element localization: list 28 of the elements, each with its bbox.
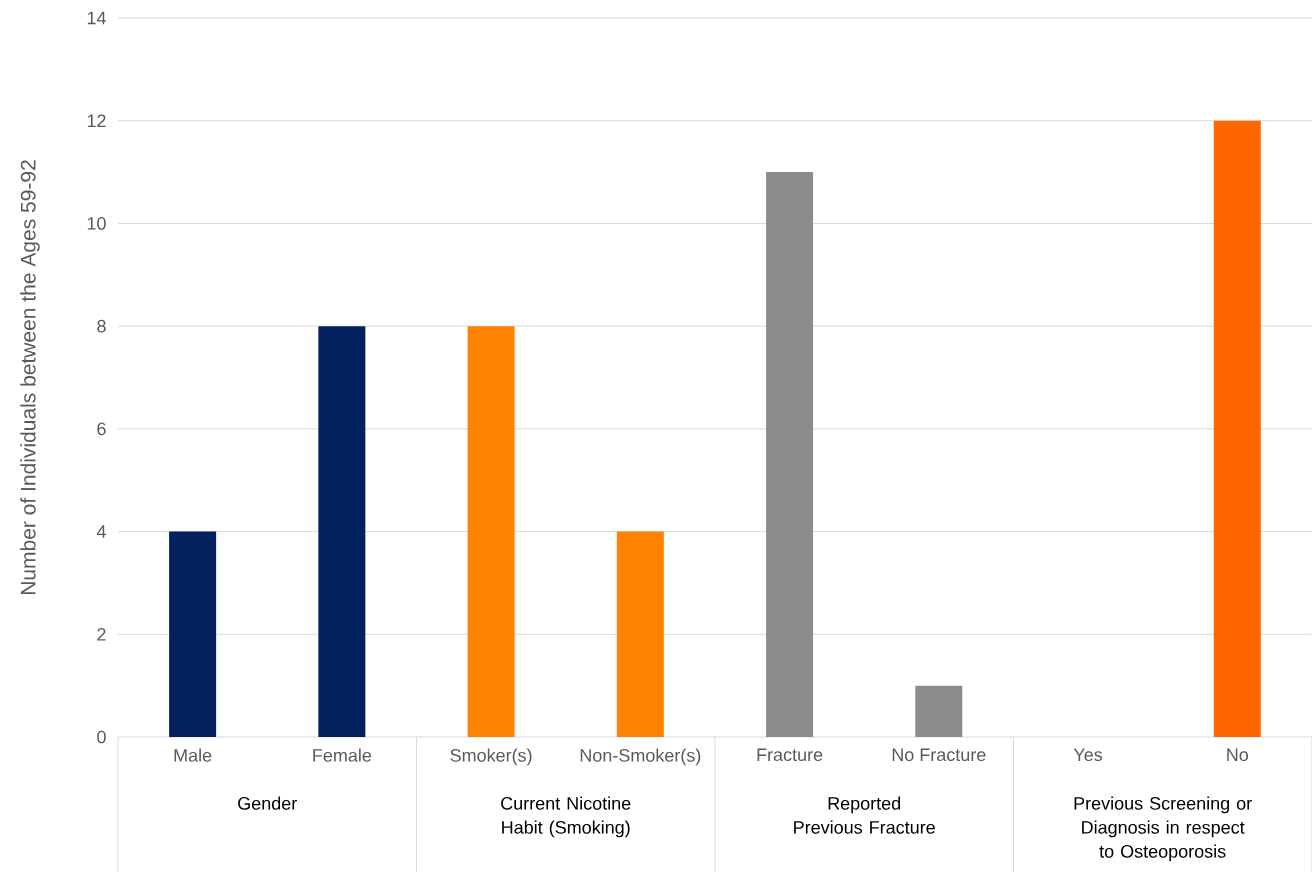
bar [169, 531, 217, 737]
x-tick-label: Yes [1073, 748, 1103, 762]
x-tick-label: Male [174, 748, 212, 762]
y-tick-label: 0 [97, 730, 106, 744]
bar [766, 172, 814, 737]
x-tick-label: Female [313, 748, 372, 762]
y-tick-label: 10 [87, 217, 106, 230]
y-tick-label: 8 [97, 319, 106, 333]
text: Previous Screening or Diagnosis in respect to Osteoporosis [1074, 796, 1252, 862]
bar [915, 685, 963, 737]
y-axis-title: Number of Individuals between the Ages 59-92 [20, 160, 40, 595]
text: Reported Previous Fracture [794, 796, 935, 834]
text: Current Nicotine Habit (Smoking) [501, 796, 631, 838]
text: Gender [238, 796, 297, 810]
y-tick-label: 14 [87, 11, 106, 25]
bar [467, 326, 515, 737]
x-tick-label: Smoker(s) [450, 748, 532, 766]
x-tick-label: No Fracture [892, 748, 986, 762]
y-tick-label: 6 [97, 422, 106, 436]
y-tick-label: 4 [96, 525, 106, 538]
y-tick-label: 2 [97, 628, 106, 641]
x-tick-label: Non-Smoker(s) [580, 748, 701, 766]
x-tick-label: Fracture [757, 748, 823, 762]
bar [616, 531, 664, 737]
bar [318, 326, 366, 737]
bar [1213, 120, 1261, 737]
y-tick-label: 12 [87, 114, 106, 127]
x-tick-label: No [1227, 748, 1249, 762]
